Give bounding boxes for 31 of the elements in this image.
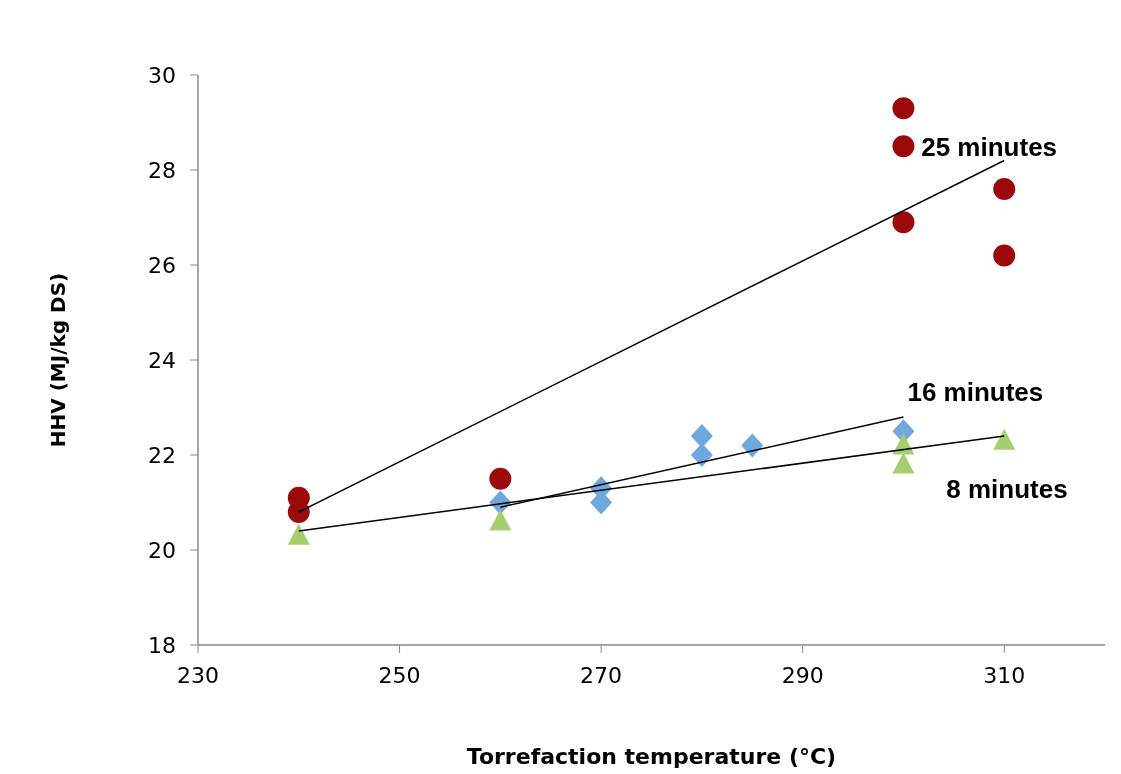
point	[892, 97, 915, 120]
point	[892, 211, 915, 234]
point	[287, 501, 310, 523]
point	[993, 428, 1016, 450]
series-label: 8 minutes	[946, 473, 1068, 504]
point	[892, 135, 915, 158]
x-tick-label: 290	[781, 662, 824, 688]
x-tick-label: 310	[983, 662, 1026, 688]
series-label: 16 minutes	[907, 377, 1044, 408]
point	[489, 509, 512, 531]
y-tick-label: 30	[148, 62, 176, 88]
x-axis-title: Torrefaction temperature (°C)	[466, 744, 837, 769]
x-tick-label: 230	[177, 662, 219, 688]
y-tick-label: 28	[148, 157, 176, 183]
point	[690, 424, 713, 448]
x-tick-label: 270	[580, 662, 623, 688]
point	[287, 523, 310, 545]
y-tick-label: 26	[148, 252, 176, 278]
y-tick-label: 22	[148, 442, 176, 468]
y-tick-label: 20	[148, 537, 176, 563]
point	[489, 467, 512, 490]
point	[741, 433, 764, 458]
x-tick-label: 250	[378, 662, 421, 688]
point	[892, 452, 915, 474]
point	[993, 178, 1016, 200]
point	[690, 443, 713, 467]
y-tick-label: 18	[148, 632, 176, 658]
point	[993, 244, 1016, 267]
y-axis-title: HHV (MJ/kg DS)	[46, 272, 71, 448]
y-tick-label: 24	[148, 347, 176, 373]
series-label: 25 minutes	[921, 132, 1058, 162]
